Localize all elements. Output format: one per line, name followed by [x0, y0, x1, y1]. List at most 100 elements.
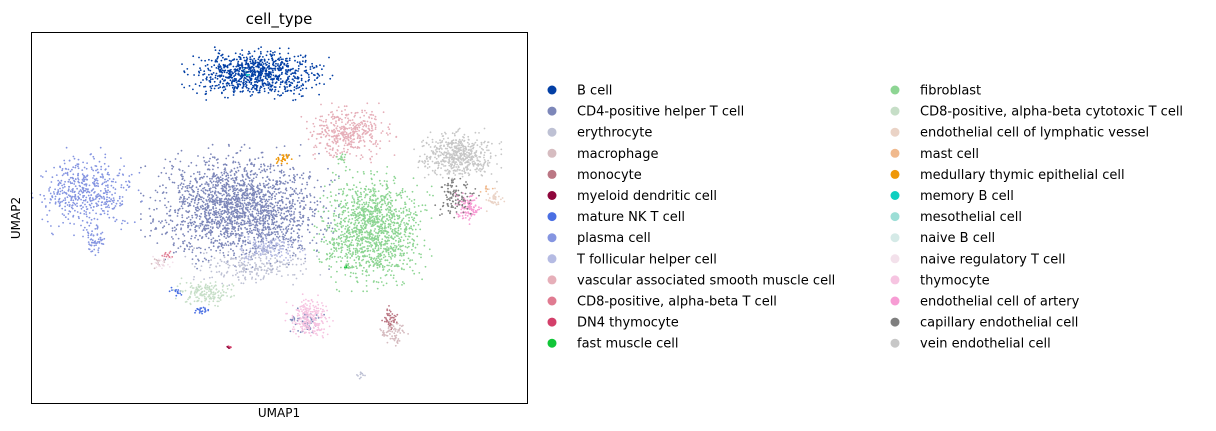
- data-point: [46, 220, 49, 223]
- data-point: [249, 79, 252, 81]
- data-point: [227, 176, 230, 179]
- data-point: [378, 265, 381, 268]
- data-point: [100, 204, 103, 207]
- data-point: [235, 171, 238, 174]
- data-point: [368, 245, 371, 247]
- data-point: [217, 55, 220, 58]
- data-point: [354, 130, 357, 133]
- data-point: [389, 191, 392, 194]
- data-point: [263, 275, 265, 277]
- data-point: [226, 81, 229, 84]
- data-point: [280, 62, 282, 64]
- data-point: [217, 87, 220, 89]
- data-point: [402, 244, 404, 247]
- data-point: [205, 209, 208, 211]
- data-point: [244, 167, 247, 169]
- data-point: [315, 83, 318, 86]
- data-point: [152, 220, 154, 223]
- data-point: [212, 180, 215, 183]
- data-point: [285, 266, 288, 268]
- data-point: [293, 181, 296, 184]
- data-point: [275, 242, 278, 245]
- data-point: [374, 143, 376, 145]
- data-point: [243, 199, 246, 202]
- data-point: [181, 207, 184, 210]
- data-point: [251, 252, 254, 255]
- data-point: [393, 218, 396, 221]
- data-point: [332, 156, 335, 159]
- data-point: [276, 204, 279, 207]
- data-point: [345, 113, 348, 116]
- data-point: [89, 204, 92, 207]
- data-point: [275, 62, 277, 65]
- data-point: [222, 185, 225, 188]
- data-point: [351, 195, 354, 197]
- data-point: [96, 227, 99, 230]
- data-point: [82, 187, 85, 189]
- data-point: [401, 249, 403, 252]
- data-point: [251, 55, 254, 58]
- data-point: [102, 192, 105, 195]
- data-point: [401, 191, 404, 194]
- data-point: [227, 197, 230, 200]
- data-point: [208, 217, 211, 220]
- data-point: [245, 170, 248, 172]
- data-point: [59, 166, 62, 169]
- data-point: [217, 212, 220, 215]
- data-point: [226, 260, 229, 262]
- data-point: [362, 139, 365, 142]
- data-point: [221, 78, 224, 81]
- data-point: [325, 134, 328, 137]
- data-point: [92, 188, 95, 190]
- data-point: [321, 130, 324, 133]
- data-point: [193, 276, 196, 278]
- data-point: [247, 87, 250, 90]
- data-point: [318, 258, 321, 261]
- data-point: [81, 169, 84, 172]
- data-point: [207, 211, 210, 214]
- data-point: [208, 193, 211, 196]
- data-point: [284, 180, 287, 183]
- data-point: [341, 121, 343, 123]
- data-point: [251, 247, 254, 250]
- data-point: [288, 80, 290, 83]
- series-9: [300, 102, 398, 164]
- data-point: [367, 125, 370, 127]
- data-point: [101, 174, 104, 176]
- data-point: [254, 208, 256, 211]
- data-point: [208, 73, 210, 76]
- data-point: [279, 56, 282, 59]
- data-point: [239, 223, 242, 226]
- data-point: [357, 217, 360, 220]
- data-point: [156, 242, 159, 245]
- data-point: [241, 215, 244, 218]
- data-point: [214, 219, 217, 221]
- data-point: [164, 232, 167, 235]
- data-point: [300, 263, 303, 266]
- data-point: [212, 186, 214, 189]
- data-point: [259, 195, 261, 198]
- data-point: [374, 141, 377, 144]
- data-point: [270, 247, 273, 249]
- data-point: [281, 198, 283, 201]
- data-point: [86, 221, 88, 224]
- data-point: [264, 200, 267, 203]
- data-point: [257, 234, 260, 236]
- data-point: [199, 225, 202, 227]
- data-point: [245, 61, 248, 64]
- data-point: [83, 213, 86, 215]
- data-point: [356, 239, 359, 242]
- data-point: [269, 186, 272, 188]
- data-point: [239, 190, 242, 193]
- data-point: [335, 122, 337, 124]
- data-point: [300, 85, 303, 87]
- data-point: [268, 214, 270, 217]
- data-point: [244, 82, 247, 85]
- data-point: [243, 81, 245, 84]
- data-point: [187, 205, 190, 207]
- data-point: [76, 202, 78, 205]
- data-point: [249, 250, 252, 253]
- data-point: [220, 245, 223, 248]
- data-point: [225, 230, 227, 233]
- data-point: [272, 213, 275, 216]
